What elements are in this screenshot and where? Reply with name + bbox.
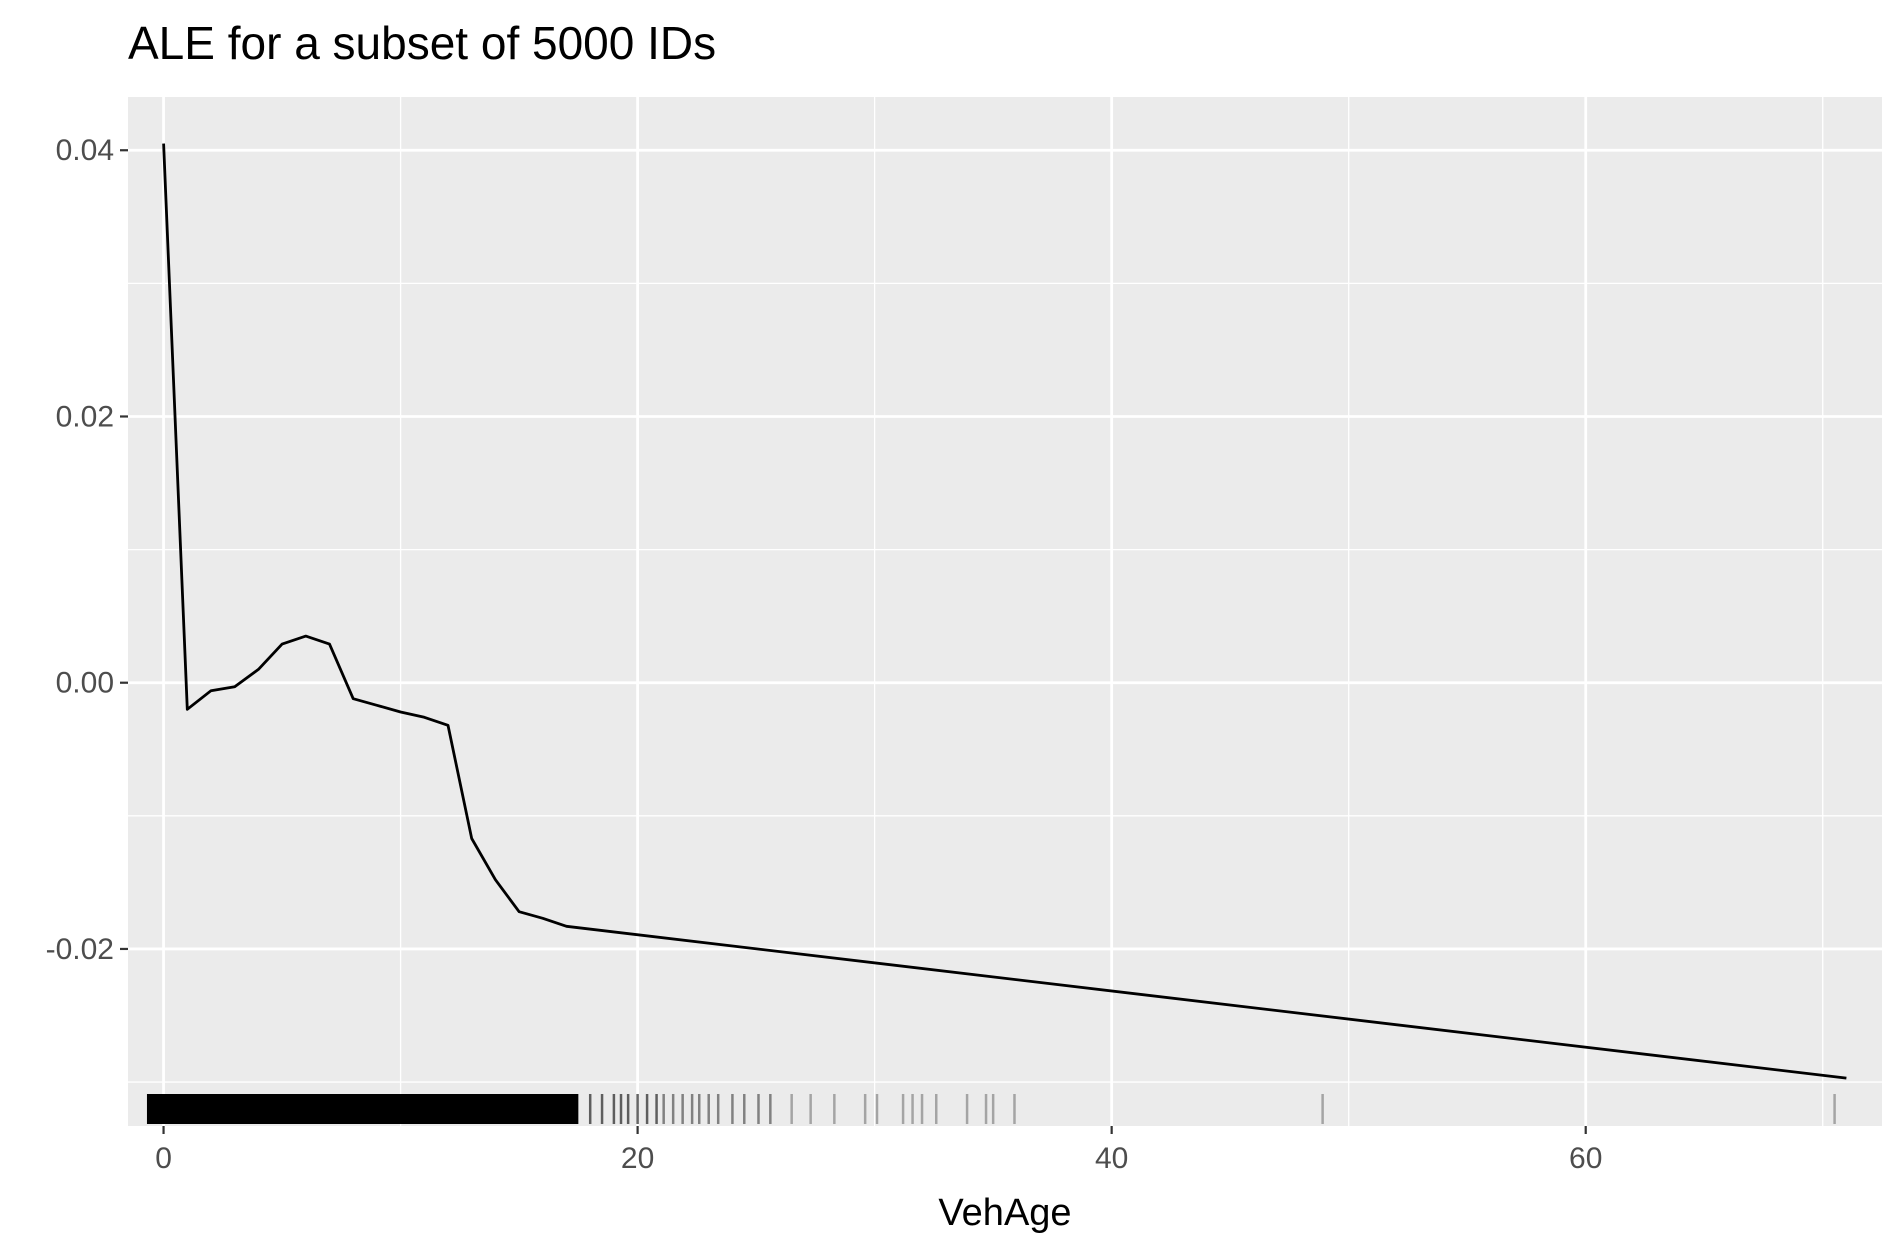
rug-dense-block — [146, 1094, 579, 1124]
minor-gridlines — [128, 97, 1882, 1126]
x-tick-label: 60 — [1569, 1142, 1602, 1175]
x-axis-title: VehAge — [938, 1192, 1071, 1234]
axes: 0 20 40 60 -0.02 0.00 0.02 0.04 — [46, 134, 1603, 1175]
plot-panel — [128, 97, 1882, 1126]
major-gridlines — [128, 97, 1882, 1126]
rug-marks — [146, 1094, 1836, 1124]
x-tick-label: 40 — [1095, 1142, 1128, 1175]
y-tick-label: 0.04 — [56, 134, 114, 167]
x-tick-label: 20 — [621, 1142, 654, 1175]
ale-line — [162, 143, 1847, 1080]
y-tick-label: 0.00 — [56, 667, 114, 700]
series-layer — [162, 143, 1847, 1080]
chart-title: ALE for a subset of 5000 IDs — [128, 17, 717, 69]
x-tick-label: 0 — [155, 1142, 172, 1175]
y-tick-label: -0.02 — [46, 933, 114, 966]
y-tick-label: 0.02 — [56, 400, 114, 433]
